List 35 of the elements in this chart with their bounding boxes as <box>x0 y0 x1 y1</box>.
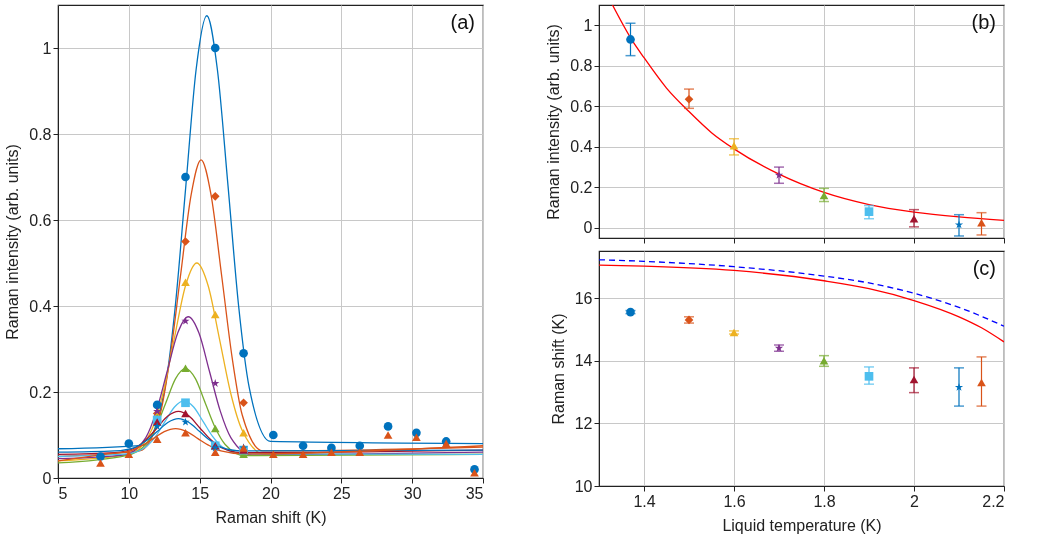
annotation: (c) <box>972 257 996 279</box>
x-tick-label: 20 <box>262 484 280 502</box>
y-tick-label: 0.6 <box>570 97 593 115</box>
x-tick-label: 1.4 <box>633 492 656 510</box>
x-tick-label: 2 <box>910 492 920 510</box>
y-tick-label: 12 <box>574 414 593 432</box>
y-tick-label: 14 <box>574 352 593 370</box>
x-tick-label: 25 <box>332 484 351 502</box>
x-tick-label: 1.6 <box>723 492 746 510</box>
x-axis-title: Liquid temperature (K) <box>722 516 882 534</box>
y-tick-label: 1 <box>42 39 52 57</box>
x-tick-label: 30 <box>403 484 422 502</box>
x-tick-label: 1.8 <box>813 492 836 510</box>
y-tick-label: 0 <box>583 219 593 237</box>
y-tick-label: 0.4 <box>29 297 52 315</box>
x-tick-label: 5 <box>58 484 68 502</box>
y-tick-label: 0.2 <box>29 383 52 401</box>
x-tick-label: 15 <box>191 484 210 502</box>
x-axis-title: Raman shift (K) <box>215 508 327 526</box>
y-tick-label: 0.2 <box>570 178 593 196</box>
x-tick-label: 10 <box>120 484 139 502</box>
y-axis-title: Raman shift (K) <box>549 313 567 425</box>
y-tick-label: 0.6 <box>29 211 52 229</box>
x-tick-label: 35 <box>465 484 484 502</box>
y-tick-label: 0.8 <box>570 57 593 75</box>
x-tick-label: 2.2 <box>982 492 1005 510</box>
y-tick-label: 1 <box>583 16 593 34</box>
annotation: (b) <box>971 11 996 33</box>
y-tick-label: 0 <box>42 469 52 487</box>
y-axis-title: Raman intensity (arb. units) <box>545 24 563 220</box>
annotation: (a) <box>450 11 475 33</box>
y-axis-title: Raman intensity (arb. units) <box>4 144 22 340</box>
y-tick-label: 0.8 <box>29 125 52 143</box>
y-tick-label: 16 <box>574 289 593 307</box>
y-tick-label: 0.4 <box>570 138 593 156</box>
